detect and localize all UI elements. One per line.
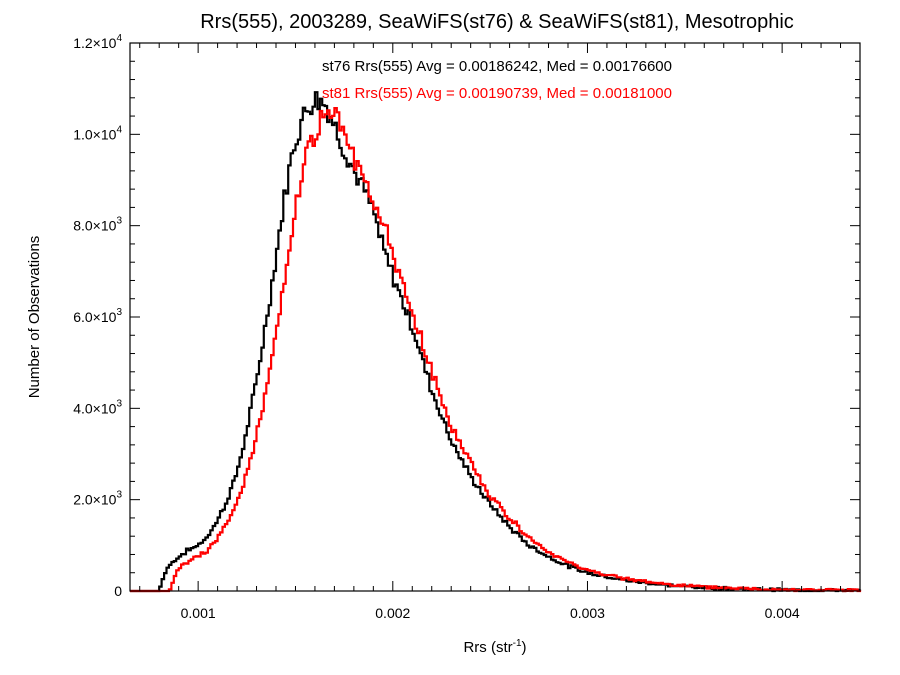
y-tick-label: 1.2×104 [73,33,122,51]
y-tick-label: 2.0×103 [73,490,122,508]
x-axis-label: Rrs (str-1) [463,638,526,656]
y-tick-label: 1.0×104 [73,124,122,142]
series-line-st81 [130,107,862,593]
y-tick-label: 6.0×103 [73,307,122,325]
annotation-st76: st76 Rrs(555) Avg = 0.00186242, Med = 0.… [322,58,672,75]
x-tick-label: 0.004 [765,605,800,621]
chart-title: Rrs(555), 2003289, SeaWiFS(st76) & SeaWi… [200,11,794,33]
axis-layer: 0.001 0.002 0.003 0.004 0 2.0×103 4.0×103 6.0×1… [73,33,861,621]
annotation-st81: st81 Rrs(555) Avg = 0.00190739, Med = 0.… [322,85,672,102]
x-tick-label: 0.002 [375,605,410,621]
y-axis-label: Number of Observations [26,236,43,399]
x-tick-label: 0.001 [181,605,216,621]
y-tick-label: 0 [114,583,122,599]
y-tick-label: 8.0×103 [73,216,122,234]
y-tick-label: 4.0×103 [73,398,122,416]
series-line-st76 [130,91,862,593]
x-tick-label: 0.003 [570,605,605,621]
series-layer [130,91,862,593]
